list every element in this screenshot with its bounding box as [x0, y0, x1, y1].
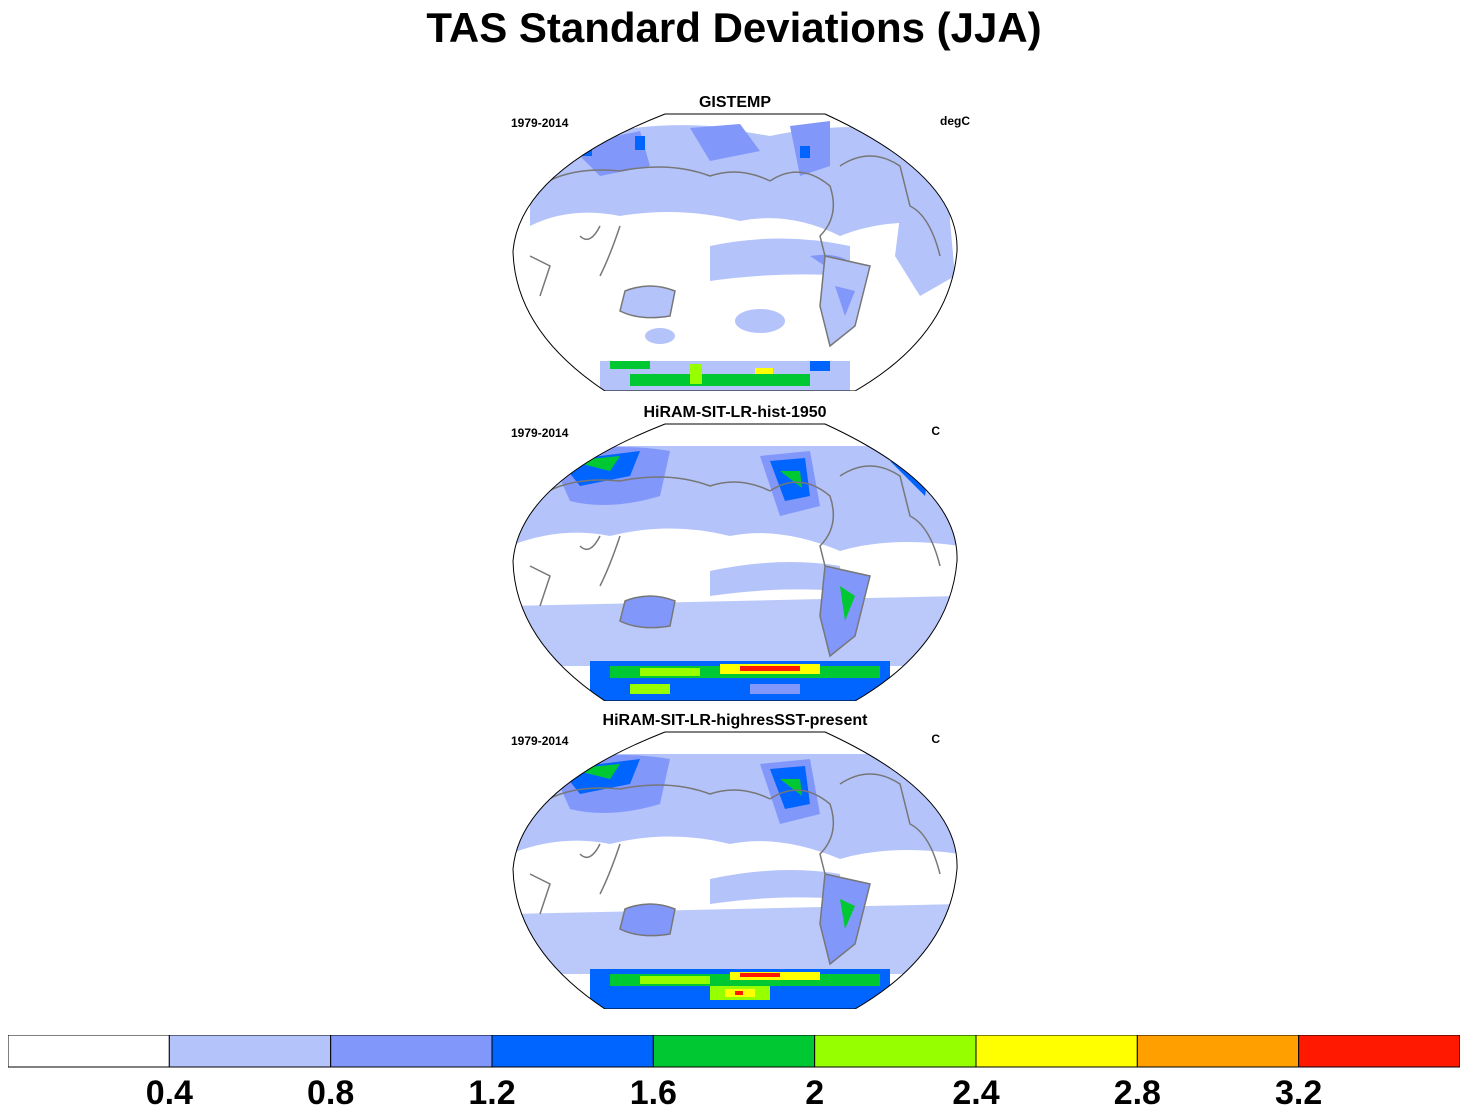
- colorbar-tick-label: 0.8: [307, 1074, 355, 1112]
- world-map: [512, 113, 958, 391]
- colorbar-tick-label: 0.4: [145, 1074, 193, 1112]
- colorbar-swatch: [8, 1035, 170, 1068]
- colorbar-swatch: [652, 1035, 816, 1068]
- colorbar-swatch: [814, 1035, 977, 1068]
- map-panel-highressst-present: HiRAM-SIT-LR-highresSST-present 1979-201…: [500, 712, 970, 1012]
- world-map: [512, 731, 958, 1009]
- colorbar-tick-label: 1.2: [468, 1074, 516, 1112]
- main-title: TAS Standard Deviations (JJA): [426, 4, 1042, 51]
- panel-units: degC: [940, 114, 970, 128]
- panel-title: HiRAM-SIT-LR-hist-1950: [643, 404, 827, 421]
- panel-title: HiRAM-SIT-LR-highresSST-present: [602, 712, 868, 729]
- colorbar-swatch: [1298, 1035, 1460, 1068]
- colorbar-swatch: [975, 1035, 1138, 1068]
- map-panel-hist-1950: HiRAM-SIT-LR-hist-1950 1979-2014 C: [500, 404, 970, 704]
- colorbar-tick-label: 2.4: [952, 1074, 1000, 1112]
- colorbar-tick-label: 2: [805, 1074, 825, 1112]
- panel-period: 1979-2014: [511, 734, 569, 748]
- colorbar-swatch: [330, 1035, 493, 1068]
- panel-units: C: [931, 424, 940, 438]
- colorbar-swatch: [168, 1035, 332, 1068]
- world-map: [512, 423, 958, 701]
- panel-units: C: [931, 732, 940, 746]
- colorbar-tick-label: 3.2: [1275, 1074, 1323, 1112]
- panel-title: GISTEMP: [698, 94, 771, 111]
- colorbar-swatch: [1136, 1035, 1300, 1068]
- colorbar-swatch: [491, 1035, 654, 1068]
- colorbar: [8, 1035, 1460, 1068]
- colorbar-tick-label: 1.6: [629, 1074, 677, 1112]
- colorbar-tick-label: 2.8: [1113, 1074, 1161, 1112]
- map-panel-gistemp: GISTEMP 1979-2014 degC: [500, 94, 970, 394]
- panel-period: 1979-2014: [511, 116, 569, 130]
- panel-period: 1979-2014: [511, 426, 569, 440]
